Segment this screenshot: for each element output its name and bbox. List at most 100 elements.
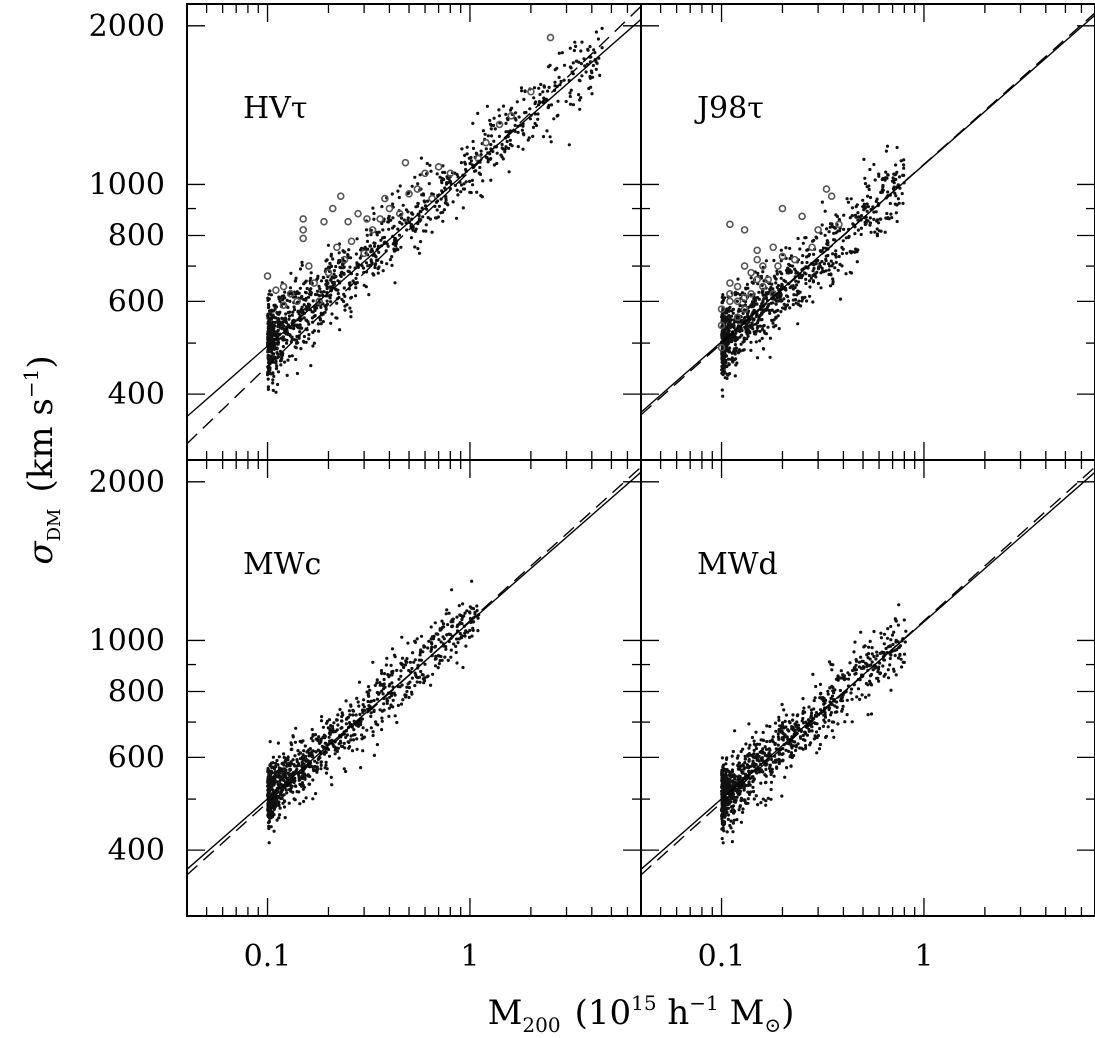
data-point (318, 287, 322, 291)
data-point (897, 201, 901, 205)
data-point (269, 761, 274, 765)
data-point (266, 349, 270, 353)
data-point (879, 217, 883, 221)
data-point (289, 747, 293, 752)
data-point (827, 268, 831, 272)
data-point (418, 653, 422, 657)
data-point (267, 786, 271, 790)
data-point (341, 266, 345, 270)
data-point (455, 172, 459, 177)
data-point (376, 271, 380, 275)
data-point (393, 281, 397, 285)
data-point (731, 794, 735, 798)
data-point (321, 275, 325, 279)
data-point (319, 760, 323, 764)
data-point (364, 228, 369, 232)
data-point (794, 748, 798, 753)
data-point (830, 668, 834, 672)
data-point (850, 206, 855, 210)
data-point (838, 297, 843, 301)
data-point (772, 258, 776, 263)
data-point (788, 246, 792, 250)
ticks (186, 460, 642, 917)
data-point (382, 702, 386, 706)
data-point (794, 723, 798, 727)
data-point (484, 155, 488, 159)
data-point (401, 203, 405, 207)
data-point (814, 235, 818, 239)
data-point (754, 340, 758, 344)
data-point (836, 678, 840, 682)
data-point (427, 182, 431, 186)
data-point (776, 735, 781, 739)
data-point (813, 696, 817, 700)
data-point (270, 354, 274, 358)
data-point (767, 751, 771, 755)
data-point (267, 330, 271, 334)
data-point (811, 269, 815, 273)
data-point (349, 310, 353, 314)
data-point (457, 622, 461, 626)
data-point (415, 637, 419, 641)
data-point (413, 229, 417, 233)
outlier-point (778, 204, 787, 213)
data-point (764, 747, 769, 752)
data-point (773, 742, 777, 747)
data-point (455, 188, 459, 192)
data-point (730, 356, 734, 360)
data-point (814, 275, 818, 279)
data-point (785, 294, 789, 298)
data-point (268, 327, 272, 331)
data-point (740, 319, 744, 323)
data-point (270, 785, 274, 789)
data-point (842, 227, 846, 231)
data-point (729, 780, 733, 784)
data-point (781, 738, 785, 742)
data-point (270, 788, 274, 792)
data-point (720, 315, 724, 319)
data-point (355, 237, 359, 241)
data-point (721, 369, 725, 373)
fit-line-dashed (187, 466, 641, 876)
data-point (874, 199, 878, 203)
data-point (774, 729, 778, 733)
data-point (745, 337, 749, 341)
data-point (355, 272, 359, 277)
data-point (885, 144, 890, 148)
data-point (484, 147, 488, 151)
y-axis-label-sup: −1 (19, 369, 43, 398)
data-point (875, 227, 879, 231)
data-point (420, 193, 424, 197)
data-point (766, 796, 770, 800)
data-point (330, 312, 334, 316)
data-point (492, 116, 496, 120)
plot-area (641, 466, 1095, 876)
data-point (380, 719, 384, 723)
data-point (365, 239, 370, 243)
data-points (266, 579, 481, 845)
data-point (869, 230, 873, 234)
outlier-point (293, 297, 301, 306)
outlier-point (413, 185, 422, 193)
data-point (346, 740, 350, 744)
data-point (324, 763, 328, 767)
data-point (316, 274, 320, 278)
data-point (761, 730, 765, 735)
data-point (483, 132, 487, 136)
data-point (425, 207, 429, 211)
data-point (761, 293, 765, 297)
data-point (319, 767, 323, 771)
data-point (725, 789, 729, 793)
data-point (900, 192, 904, 196)
x-axis-label-subscript: 200 (522, 1013, 560, 1037)
data-point (830, 720, 835, 724)
data-point (381, 269, 385, 273)
data-point (833, 704, 837, 708)
data-point (266, 804, 270, 808)
data-point (273, 307, 277, 311)
data-point (821, 724, 826, 729)
data-point (533, 102, 537, 106)
y-tick-label: 2000 (89, 9, 165, 44)
data-point (385, 242, 389, 246)
data-point (539, 82, 543, 86)
